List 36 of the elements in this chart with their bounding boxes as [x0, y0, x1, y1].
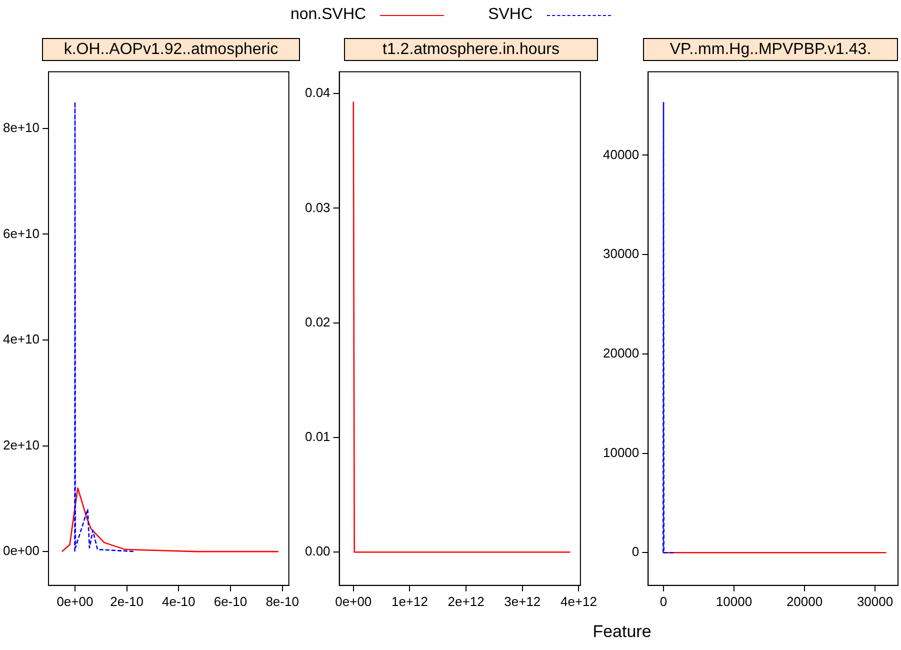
y-tick-label: 20000	[602, 346, 640, 361]
legend-label: non.SVHC	[290, 6, 366, 24]
y-tick-label: 0.03	[304, 200, 330, 215]
y-tick-label: 0.02	[304, 314, 330, 330]
x-tick-label: 3e+12	[504, 594, 541, 609]
y-tick-label: 2e+10	[2, 437, 40, 452]
y-tick-label: 0.01	[304, 429, 330, 444]
x-tick-label: 10000	[716, 594, 752, 609]
x-tick-label: 4e+12	[560, 594, 597, 609]
x-tick-label: 6e-10	[214, 594, 248, 609]
y-tick-label: 30000	[602, 246, 640, 262]
y-tick-label: 8e+10	[2, 120, 40, 135]
x-tick-label: 30000	[856, 594, 894, 609]
y-tick-label: 0.04	[304, 85, 330, 100]
y-tick-label: 4e+10	[2, 332, 40, 347]
x-tick-label: 2e+12	[448, 594, 484, 609]
y-tick-label: 0	[632, 544, 640, 560]
x-tick-label: 20000	[786, 594, 823, 609]
x-tick-label: 0	[660, 594, 668, 609]
y-tick-label: 0.00	[304, 544, 330, 559]
x-axis-title: Feature	[592, 622, 652, 642]
x-tick-label: 1e+12	[391, 594, 428, 609]
chart-title: VP..mm.Hg..MPVPBP.v1.43.	[643, 38, 898, 61]
chart-title: k.OH..AOPv1.92..atmospheric	[42, 38, 300, 61]
x-tick-label: 4e-10	[162, 594, 196, 609]
y-tick-label: 6e+10	[2, 226, 40, 241]
chart-title: t1.2.atmosphere.in.hours	[344, 38, 598, 61]
x-tick-label: 2e-10	[110, 594, 144, 609]
x-tick-label: 0e+00	[56, 594, 94, 609]
y-tick-label: 10000	[602, 444, 640, 460]
x-tick-label: 8e-10	[266, 594, 299, 609]
y-tick-label: 0e+00	[2, 543, 40, 558]
y-tick-label: 40000	[602, 146, 640, 162]
legend-label: SVHC	[488, 6, 533, 24]
x-tick-label: 0e+00	[335, 594, 372, 609]
line-series	[74, 101, 136, 552]
